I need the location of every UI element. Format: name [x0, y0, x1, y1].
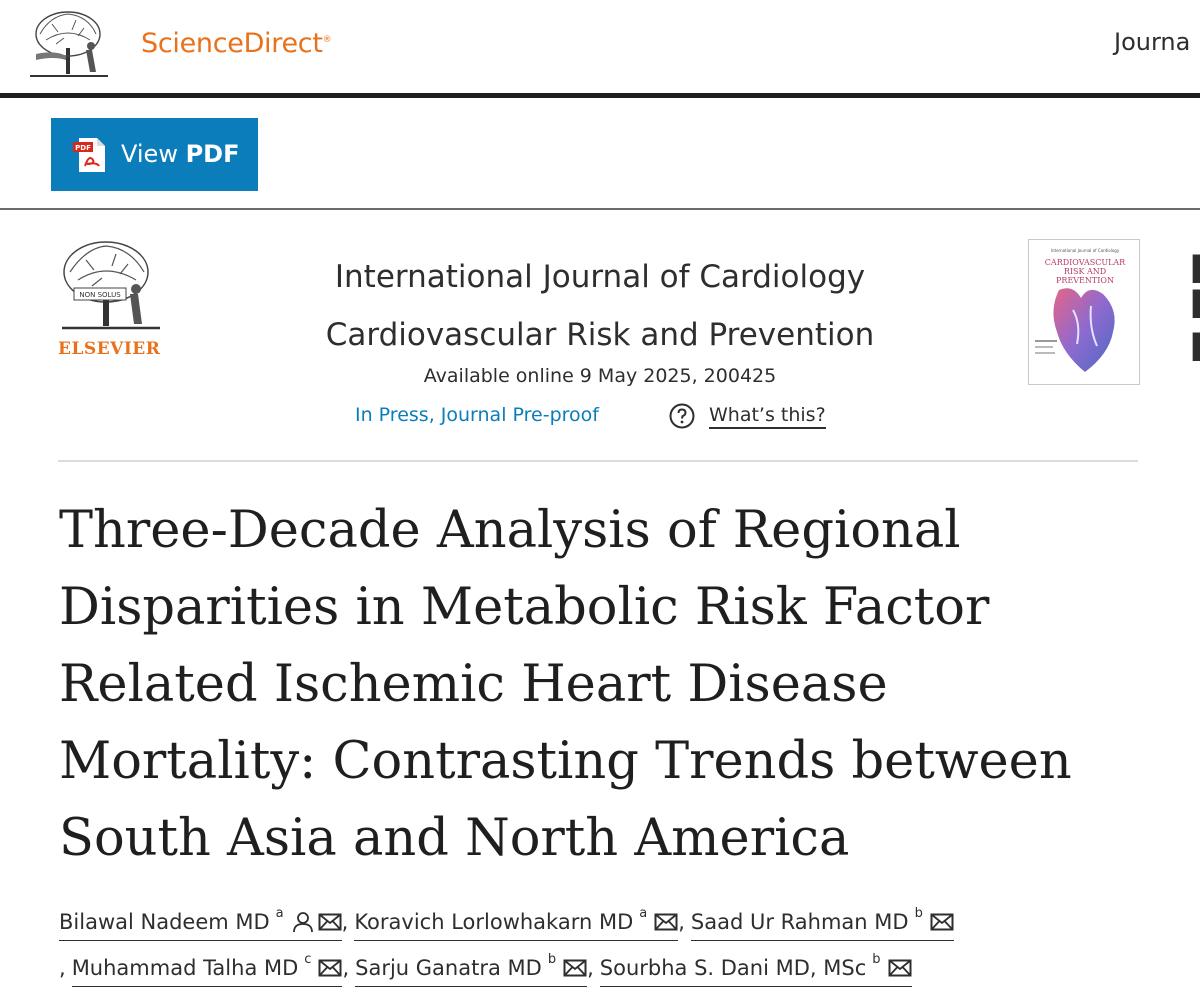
affiliation-marker: b — [872, 951, 881, 967]
cover-title-text: CARDIOVASCULAR RISK AND PREVENTION — [1044, 258, 1126, 285]
article-title-line: Disparities in Metabolic Risk Factor — [59, 578, 990, 637]
article-title: Three-Decade Analysis of Regional Dispar… — [59, 492, 1159, 877]
article-title-line: Mortality: Contrasting Trends between — [59, 732, 1072, 791]
journal-title-line: Cardiovascular Risk and Prevention — [325, 317, 875, 353]
affiliation-marker: c — [304, 951, 312, 967]
elsevier-tree-logo-icon[interactable] — [26, 6, 112, 80]
envelope-icon — [318, 959, 342, 977]
sidebar-edge: ▌ — [1193, 333, 1200, 361]
journal-title-line: International Journal of Cardiology — [334, 259, 866, 295]
author-line: Bilawal Nadeem MD a , Koravich Lorlowhak… — [59, 906, 1179, 956]
sidebar-edge: ▌ — [1193, 290, 1200, 318]
envelope-icon — [654, 913, 678, 931]
author-link[interactable]: Koravich Lorlowhakarn MD a — [354, 906, 679, 941]
article-title-line: Related Ischemic Heart Disease — [59, 655, 888, 714]
cover-small-text: International Journal of Cardiology — [1050, 248, 1120, 253]
article-title-line: Three-Decade Analysis of Regional — [59, 501, 961, 560]
brand-text: ScienceDirect — [141, 28, 323, 59]
affiliation-marker: a — [275, 905, 284, 921]
toolbar-divider — [0, 208, 1200, 210]
author-name: Muhammad Talha MD — [71, 956, 299, 980]
affiliation-marker: b — [547, 951, 557, 967]
journal-cover-image[interactable]: International Journal of Cardiology CARD… — [1028, 239, 1140, 385]
author-name: Saad Ur Rahman MD — [690, 910, 909, 934]
author-line: , Muhammad Talha MD c , Sarju Ganatra MD… — [59, 952, 1179, 1002]
header-divider — [0, 93, 1200, 98]
view-pdf-button[interactable]: PDF View PDF — [51, 118, 258, 191]
author-separator: , — [341, 910, 349, 934]
whats-this-link[interactable]: What’s this? — [709, 404, 826, 429]
tree-motto: NON SOLUS — [79, 291, 121, 299]
author-name: Sourbha S. Dani MD, MSc — [599, 956, 867, 980]
person-icon — [292, 912, 313, 933]
journals-nav-link[interactable]: Journa — [1114, 28, 1191, 56]
author-name: Koravich Lorlowhakarn MD — [354, 910, 634, 934]
affiliation-marker: a — [639, 905, 648, 921]
author-link[interactable]: Muhammad Talha MD c — [71, 952, 343, 987]
author-list: Bilawal Nadeem MD a , Koravich Lorlowhak… — [59, 906, 1179, 1002]
sidebar-edge: ▌ — [1193, 255, 1200, 283]
envelope-icon — [563, 959, 587, 977]
author-separator: , — [59, 956, 66, 980]
view-pdf-bold: PDF — [185, 140, 240, 168]
author-link[interactable]: Sarju Ganatra MD b — [355, 952, 588, 987]
elsevier-wordmark: ELSEVIER — [58, 339, 161, 359]
pdf-icon: PDF — [73, 138, 105, 172]
envelope-icon — [930, 913, 954, 931]
site-header: ScienceDirect® Journa — [0, 0, 1200, 94]
author-link[interactable]: Sourbha S. Dani MD, MSc b — [599, 952, 912, 987]
elsevier-tree-icon[interactable]: NON SOLUS — [56, 236, 166, 334]
in-press-status-link[interactable]: In Press, Journal Pre-proof — [355, 404, 599, 426]
envelope-icon — [318, 913, 342, 931]
sciencedirect-logo[interactable]: ScienceDirect® — [141, 28, 332, 59]
view-pdf-prefix: View — [121, 140, 178, 168]
author-separator: , — [587, 956, 594, 980]
author-name: Sarju Ganatra MD — [355, 956, 542, 980]
pdf-icon-tag: PDF — [75, 144, 91, 152]
view-pdf-label: View PDF — [121, 140, 240, 168]
author-name: Bilawal Nadeem MD — [59, 910, 270, 934]
help-circle-icon[interactable] — [669, 403, 695, 429]
article-title-line: South Asia and North America — [59, 809, 850, 868]
cover-heart-art-icon — [1035, 288, 1115, 372]
envelope-icon — [888, 959, 912, 977]
author-link[interactable]: Bilawal Nadeem MD a — [59, 906, 342, 941]
journal-title-link[interactable]: International Journal of Cardiology Card… — [250, 248, 950, 364]
journal-header-divider — [58, 460, 1138, 462]
affiliation-marker: b — [914, 905, 923, 921]
trademark: ® — [322, 35, 332, 45]
author-separator: , — [342, 956, 350, 980]
availability-line: Available online 9 May 2025, 200425 — [423, 365, 777, 387]
author-link[interactable]: Saad Ur Rahman MD b — [690, 906, 954, 941]
author-separator: , — [678, 910, 685, 934]
